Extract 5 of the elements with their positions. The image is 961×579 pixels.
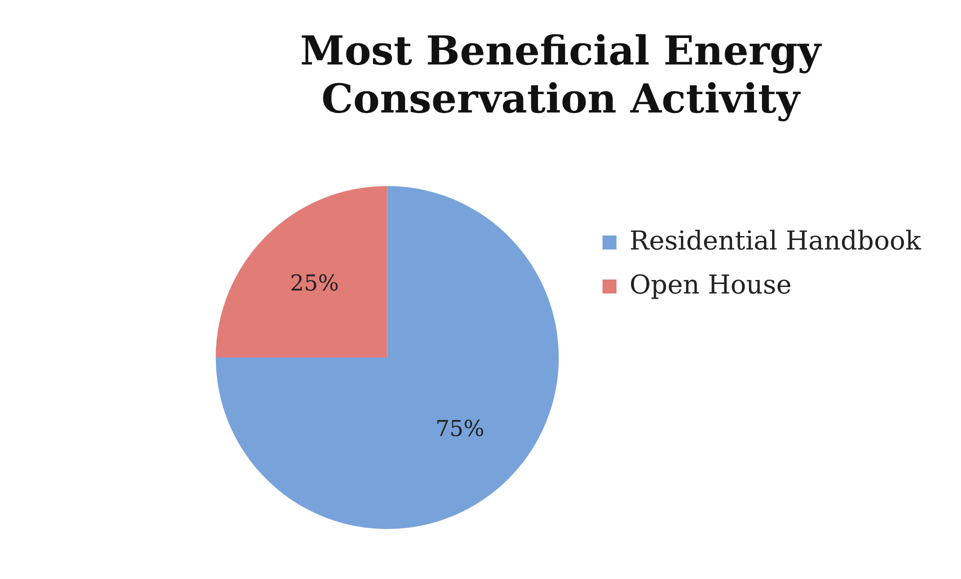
legend-label: Open House (629, 270, 792, 300)
data-label: 75% (436, 416, 484, 442)
chart-title: Most Beneficial Energy Conservation Activity (300, 27, 823, 122)
data-label: 25% (290, 271, 339, 296)
legend-label: Residential Handbook (629, 226, 922, 256)
